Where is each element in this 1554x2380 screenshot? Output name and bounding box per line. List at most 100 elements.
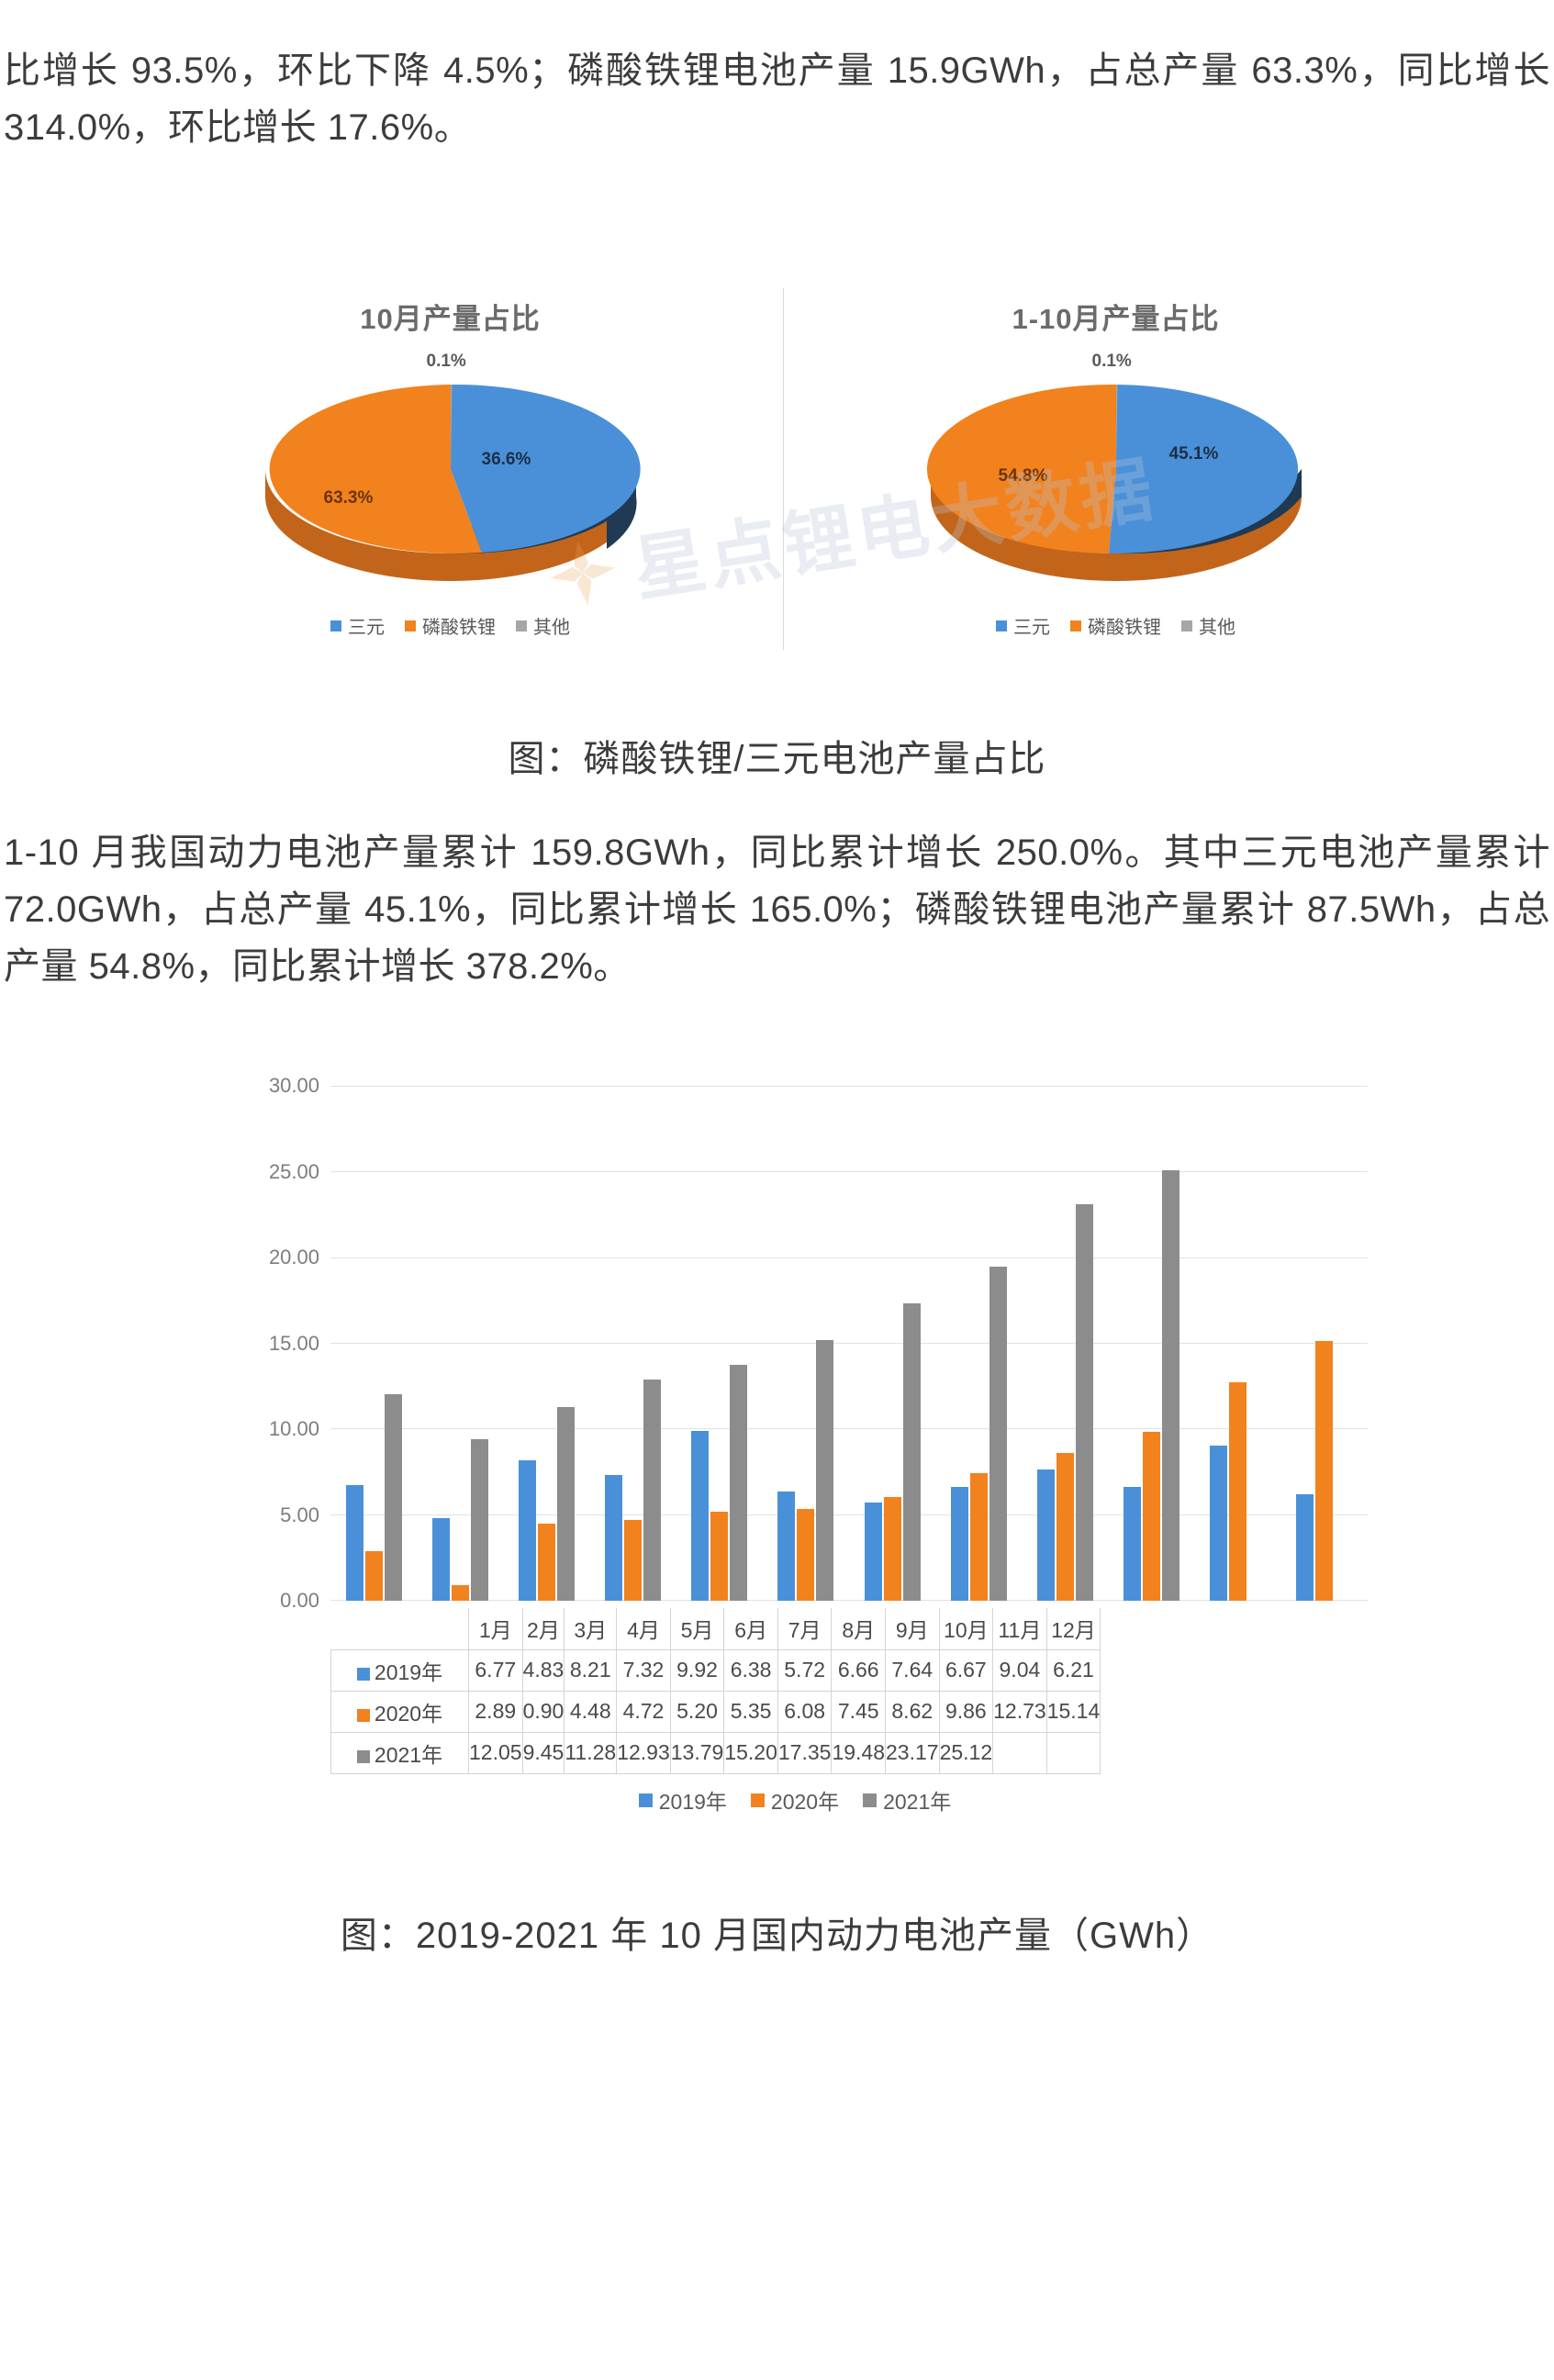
y-axis-tick-label: 20.00 xyxy=(268,1246,319,1269)
bar-2021年-1月 xyxy=(384,1394,402,1601)
table-row: 2019年 6.77 4.83 8.21 7.32 9.92 6.38 5.72 6.66 7.6… xyxy=(330,1648,1101,1692)
table-cell: 13.79 xyxy=(669,1731,725,1774)
pie-value-label-lfp-janoct: 54.8% xyxy=(998,466,1048,486)
pie-legend-label-other-janoct: 其他 xyxy=(1199,618,1235,638)
table-cell: 15.20 xyxy=(723,1731,778,1774)
y-axis-tick-label: 15.00 xyxy=(268,1331,319,1355)
table-cell: 9.04 xyxy=(992,1648,1047,1692)
table-cell: 9.45 xyxy=(521,1731,565,1774)
table-header-cell: 5月 xyxy=(669,1608,725,1650)
bar-2019年-1月 xyxy=(345,1484,363,1601)
y-axis-tick-label: 30.00 xyxy=(268,1074,319,1097)
table-cell: 9.86 xyxy=(938,1690,994,1733)
pie-figure-caption: 图：磷酸铁锂/三元电池产量占比 xyxy=(508,739,1046,779)
bar-group xyxy=(330,1087,417,1601)
pie-chart-divider xyxy=(783,288,784,650)
pie-graphic-october: 36.6% 63.3% 0.1% xyxy=(258,352,643,587)
bar-2020年-10月 xyxy=(1143,1431,1161,1601)
bar-2020年-1月 xyxy=(364,1551,383,1601)
bar-2020年-3月 xyxy=(537,1524,555,1601)
bar-group xyxy=(1195,1087,1281,1601)
bar-2019年-5月 xyxy=(691,1430,710,1601)
table-header-cell: 3月 xyxy=(564,1608,618,1650)
table-cell: 6.77 xyxy=(468,1648,523,1692)
bar-2019年-10月 xyxy=(1124,1486,1142,1601)
bar-2021年-9月 xyxy=(1075,1203,1093,1601)
table-cell: 6.66 xyxy=(831,1648,886,1692)
table-cell: 5.20 xyxy=(669,1690,725,1733)
pie-legend-label-lfp-janoct: 磷酸铁锂 xyxy=(1088,618,1161,638)
legend-swatch-gray-icon xyxy=(1181,620,1192,631)
legend-swatch-gray-icon xyxy=(863,1793,878,1807)
bar-chart-frame: 0.00 5.00 10.00 15.00 20.00 25.00 30.00 1月 2月 3月… xyxy=(189,1059,1401,1867)
bar-2021年-6月 xyxy=(816,1340,834,1601)
table-header-cell: 11月 xyxy=(992,1608,1047,1650)
pie-legend-label-other-oct: 其他 xyxy=(533,618,570,638)
bar-2020年-8月 xyxy=(969,1472,988,1601)
table-cell: 6.21 xyxy=(1045,1648,1101,1692)
table-header-cell: 9月 xyxy=(885,1608,940,1650)
bar-2020年-6月 xyxy=(797,1509,815,1601)
table-cell: 6.38 xyxy=(723,1648,778,1692)
table-cell: 8.62 xyxy=(885,1690,940,1733)
pie-value-label-lfp-oct: 63.3% xyxy=(323,488,374,508)
table-row: 2021年 12.05 9.45 11.28 12.93 13.79 15.20 17.35 1… xyxy=(330,1731,1101,1774)
bar-group xyxy=(763,1087,849,1601)
bar-group xyxy=(849,1087,935,1601)
table-cell: 7.64 xyxy=(885,1648,940,1692)
summary-paragraph: 1-10 月我国动力电池产量累计 159.8GWh，同比累计增长 250.0%。… xyxy=(4,832,1550,987)
table-cell: 12.05 xyxy=(468,1731,523,1774)
intro-paragraph: 比增长 93.5%，环比下降 4.5%；磷酸铁锂电池产量 15.9GWh，占总产… xyxy=(4,50,1550,148)
gridline: 15.00 xyxy=(269,1332,1368,1355)
pie-chart-jan-oct: 1-10月产量占比 45.1% 54.8% 0.1% 三元 xyxy=(783,286,1448,654)
pie-value-label-other-oct: 0.1% xyxy=(426,352,466,371)
bar-group xyxy=(935,1087,1022,1601)
table-cell: 6.08 xyxy=(777,1690,833,1733)
legend-swatch-icon xyxy=(356,1708,370,1722)
bar-2019年-6月 xyxy=(777,1491,796,1601)
gridline: 5.00 xyxy=(280,1503,1368,1526)
table-cell: 0.90 xyxy=(521,1690,565,1733)
legend-swatch-orange-icon xyxy=(405,620,416,631)
bar-2019年-7月 xyxy=(864,1503,882,1601)
table-cell: 9.92 xyxy=(669,1648,725,1692)
table-cell: 5.35 xyxy=(723,1690,778,1733)
table-cell: 6.67 xyxy=(938,1648,994,1692)
legend-swatch-blue-icon xyxy=(638,1793,653,1807)
gridline: 30.00 xyxy=(269,1074,1368,1097)
bar-2019年-3月 xyxy=(518,1459,536,1601)
legend-swatch-blue-icon xyxy=(996,620,1007,631)
y-axis-tick-label: 10.00 xyxy=(268,1417,319,1441)
table-cell: 11.28 xyxy=(564,1731,618,1774)
pie-graphic-jan-oct: 45.1% 54.8% 0.1% xyxy=(923,352,1309,587)
pie-chart-october: 10月产量占比 36.6% 63.3% xyxy=(117,286,783,654)
bar-2020年-2月 xyxy=(451,1585,469,1601)
gridline: 0.00 xyxy=(280,1589,1368,1612)
table-header-row: 1月 2月 3月 4月 5月 6月 7月 8月 9月 10月 11月 12月 xyxy=(331,1608,1101,1650)
y-axis-tick-label: 25.00 xyxy=(268,1159,319,1183)
table-header-cell: 12月 xyxy=(1045,1608,1101,1650)
table-header-cell: 2月 xyxy=(521,1608,565,1650)
table-cell xyxy=(1045,1731,1101,1774)
bar-2020年-9月 xyxy=(1056,1453,1074,1601)
table-row-label: 2020年 xyxy=(330,1690,469,1733)
bar-2020年-4月 xyxy=(624,1519,643,1601)
bar-legend-item-2021: 2021年 xyxy=(863,1784,951,1816)
bar-2021年-4月 xyxy=(643,1379,662,1601)
pie-title-jan-oct: 1-10月产量占比 xyxy=(1012,303,1220,335)
bar-legend-item-2020: 2020年 xyxy=(750,1784,839,1816)
legend-swatch-icon xyxy=(356,1749,370,1763)
pie-value-label-sanyuan-oct: 36.6% xyxy=(481,450,531,469)
pie-chart-frame: 10月产量占比 36.6% 63.3% xyxy=(117,286,1448,654)
table-cell: 19.48 xyxy=(831,1731,886,1774)
pie-chart-figure: 10月产量占比 36.6% 63.3% xyxy=(0,198,1554,694)
bar-figure-caption: 图：2019-2021 年 10 月国内动力电池产量（GWh） xyxy=(340,1916,1214,1956)
y-axis-tick-label: 0.00 xyxy=(280,1589,319,1612)
gridline: 25.00 xyxy=(269,1160,1368,1183)
table-cell: 7.45 xyxy=(831,1690,886,1733)
pie-legend-item-lfp-oct: 磷酸铁锂 xyxy=(405,612,496,639)
bar-group xyxy=(590,1087,676,1601)
table-cell: 12.73 xyxy=(992,1690,1047,1733)
bar-legend-item-2019: 2019年 xyxy=(638,1784,727,1816)
legend-swatch-orange-icon xyxy=(1070,620,1081,631)
